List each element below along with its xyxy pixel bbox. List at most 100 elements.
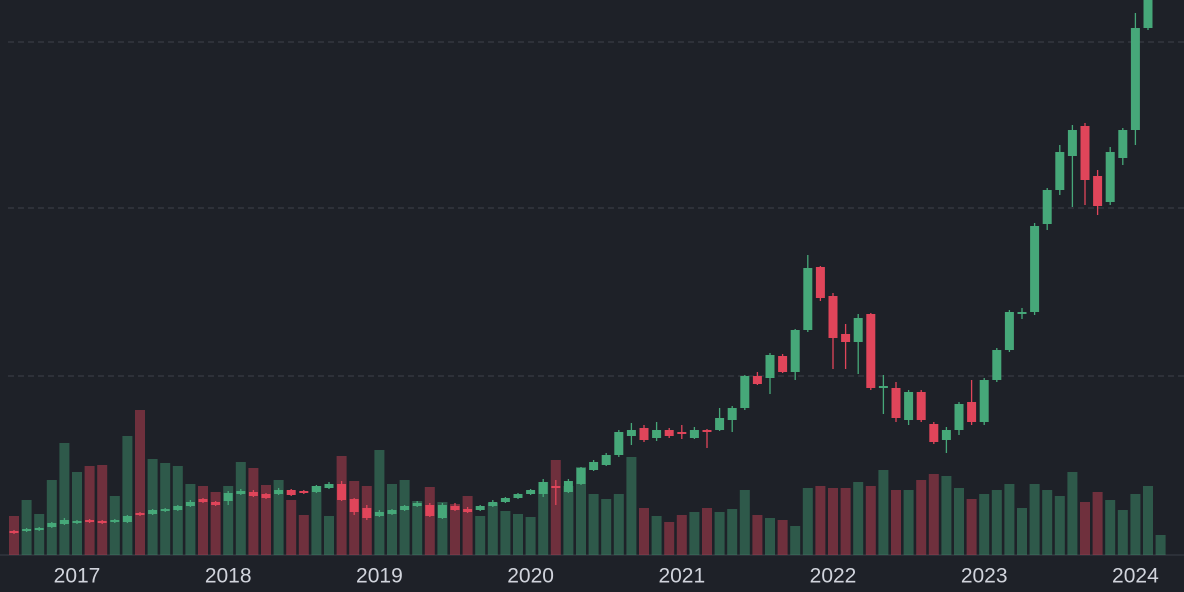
candle-body: [702, 430, 712, 432]
candle-body: [261, 494, 271, 498]
candle-body: [110, 520, 120, 522]
candle-body: [488, 502, 498, 506]
candle-body: [299, 491, 309, 493]
volume-bar: [412, 501, 423, 555]
volume-bar: [1092, 492, 1103, 555]
volume-bar: [563, 486, 574, 555]
volume-bar: [853, 482, 864, 555]
volume-bar: [374, 450, 385, 555]
candle-body: [941, 430, 951, 440]
volume-bar: [261, 485, 271, 555]
candle-body: [614, 432, 624, 455]
candle-body: [689, 430, 699, 438]
candle-body: [59, 520, 69, 524]
volume-bar: [651, 516, 662, 555]
candle-body: [450, 506, 460, 510]
volume-bar: [941, 476, 952, 555]
volume-bar: [765, 518, 775, 555]
volume-bar: [210, 492, 221, 555]
volume-bar: [235, 462, 246, 555]
volume-bar: [1143, 486, 1153, 555]
volume-bar: [639, 508, 649, 555]
volume-bar: [185, 484, 196, 555]
candle-body: [841, 334, 851, 342]
volume-bar: [122, 436, 133, 555]
volume-bar: [613, 494, 624, 555]
volume-bar: [513, 514, 523, 555]
x-tick-label: 2024: [1112, 565, 1159, 588]
volume-bar: [1029, 484, 1040, 555]
candle-body: [475, 506, 485, 510]
volume-bar: [601, 499, 612, 555]
candle-body: [538, 482, 548, 494]
volume-bar: [1155, 535, 1166, 555]
candle-body: [828, 296, 838, 338]
candle-body: [727, 408, 737, 420]
candle-body: [513, 494, 523, 498]
volume-bar: [1130, 494, 1141, 555]
candle-body: [526, 490, 536, 494]
volume-bar: [1117, 510, 1128, 555]
volume-bar: [916, 480, 927, 555]
candle-body: [349, 499, 359, 512]
candle-body: [1042, 190, 1052, 224]
candle-body: [274, 490, 284, 494]
volume-bar: [525, 517, 536, 555]
candle-body: [866, 314, 876, 388]
volume-bar: [815, 486, 826, 555]
volume-bar: [298, 515, 309, 555]
x-tick-label: 2017: [54, 565, 101, 588]
volume-bar: [550, 460, 561, 555]
candle-body: [1105, 152, 1115, 202]
candle-body: [211, 502, 221, 505]
candle-body: [34, 528, 44, 530]
volume-bar: [424, 487, 435, 555]
candle-body: [664, 430, 674, 436]
candle-body: [1017, 312, 1027, 314]
volume-bar: [588, 494, 599, 555]
volume-bar: [97, 465, 108, 555]
x-tick-label: 2023: [961, 565, 1008, 588]
candle-body: [765, 355, 775, 378]
volume-bar: [1042, 490, 1053, 555]
candle-body: [387, 510, 397, 514]
candle-body: [9, 531, 19, 533]
candle-body: [236, 491, 246, 494]
volume-bar: [1054, 496, 1065, 555]
candle-body: [715, 418, 725, 430]
candle-body: [198, 499, 208, 502]
x-tick-label: 2022: [810, 565, 857, 588]
x-tick-label: 2020: [507, 565, 554, 588]
candle-body: [185, 502, 195, 506]
candle-body: [752, 376, 762, 384]
candle-body: [601, 455, 611, 465]
volume-bar: [979, 494, 990, 555]
volume-bar: [752, 515, 763, 555]
candle-body: [790, 330, 800, 372]
volume-bar: [361, 486, 372, 555]
volume-bar: [1067, 472, 1078, 555]
volume-bar: [487, 503, 498, 555]
candle-body: [148, 510, 158, 514]
volume-bar: [21, 500, 32, 555]
candle-body: [173, 506, 183, 510]
volume-bar: [1105, 500, 1116, 555]
candle-body: [437, 505, 447, 518]
candle-body: [954, 404, 964, 430]
volume-bar: [198, 486, 208, 555]
candle-body: [1080, 126, 1090, 180]
candle-body: [740, 376, 750, 408]
x-tick-label: 2019: [356, 565, 403, 588]
candle-body: [1143, 0, 1153, 28]
volume-bar: [689, 512, 700, 555]
volume-bar: [59, 443, 70, 555]
volume-bar: [714, 512, 725, 555]
candle-body: [878, 386, 888, 388]
candle-body: [374, 512, 384, 516]
volume-bar: [739, 490, 750, 555]
candle-body: [815, 267, 825, 298]
volume-bar: [450, 504, 460, 555]
volume-bar: [828, 488, 838, 555]
candle-body: [362, 508, 372, 518]
